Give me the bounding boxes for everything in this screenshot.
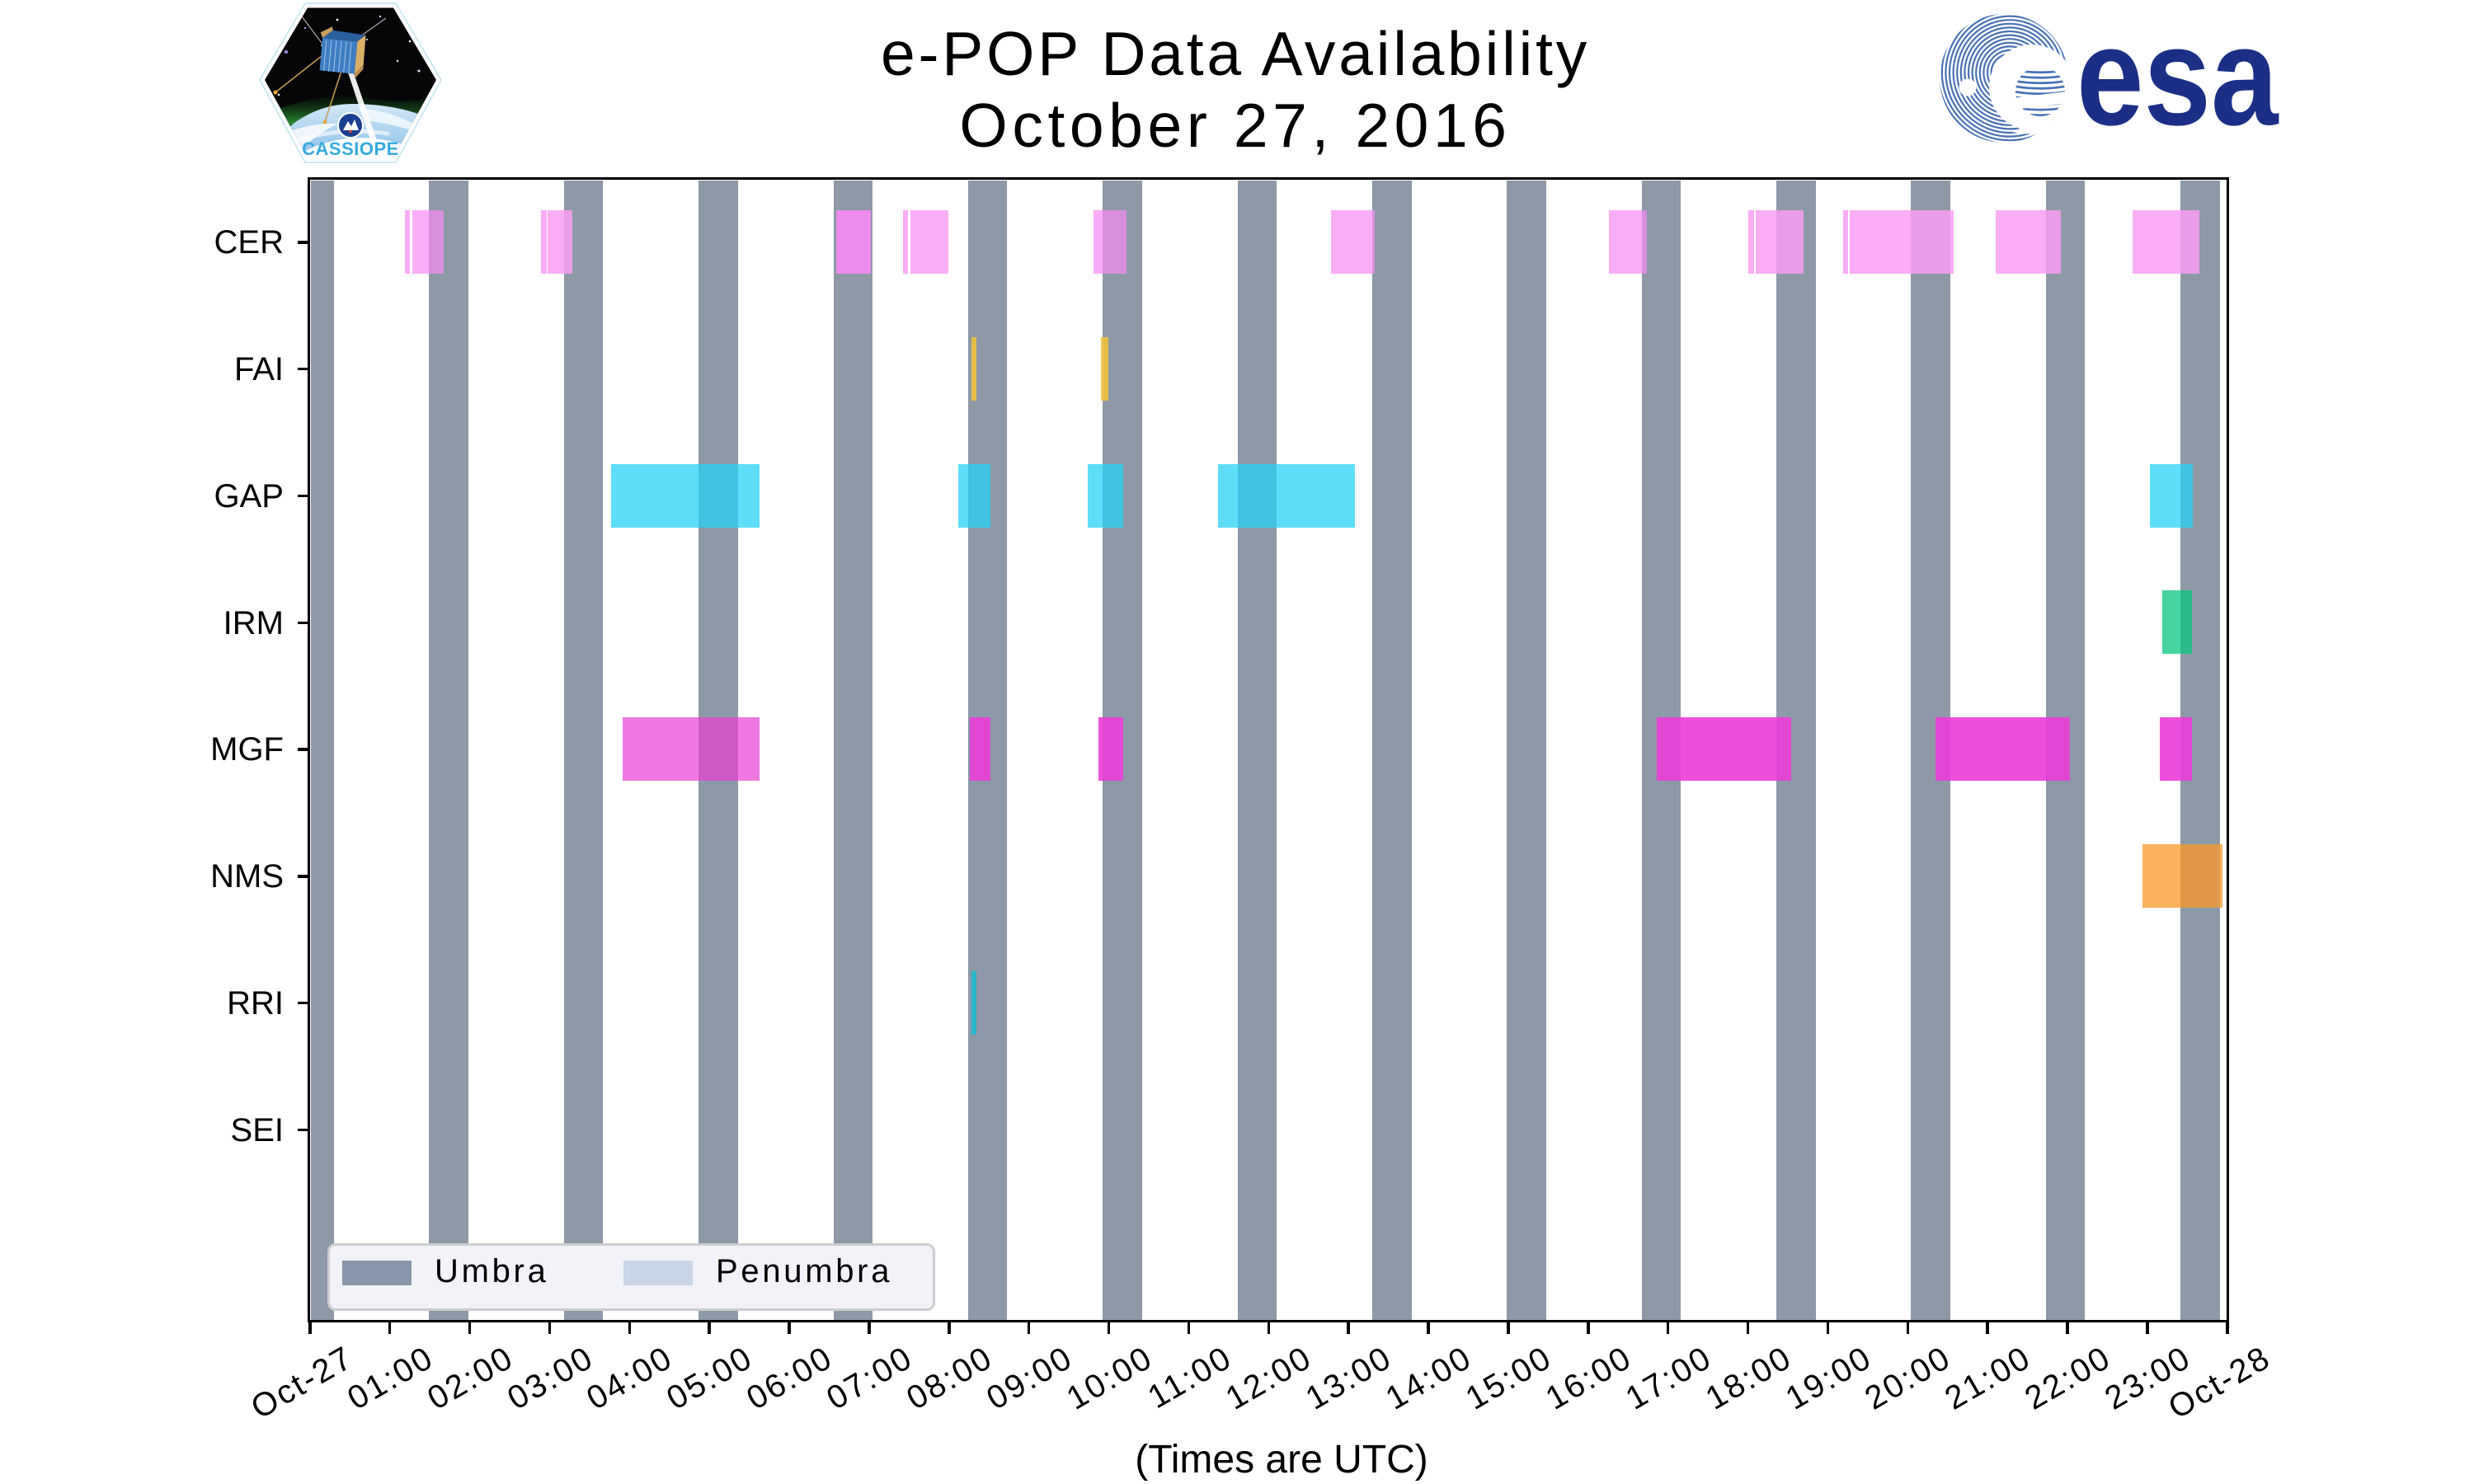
svg-text:esa: esa xyxy=(2077,8,2279,154)
svg-text:CASSIOPE: CASSIOPE xyxy=(302,139,399,159)
